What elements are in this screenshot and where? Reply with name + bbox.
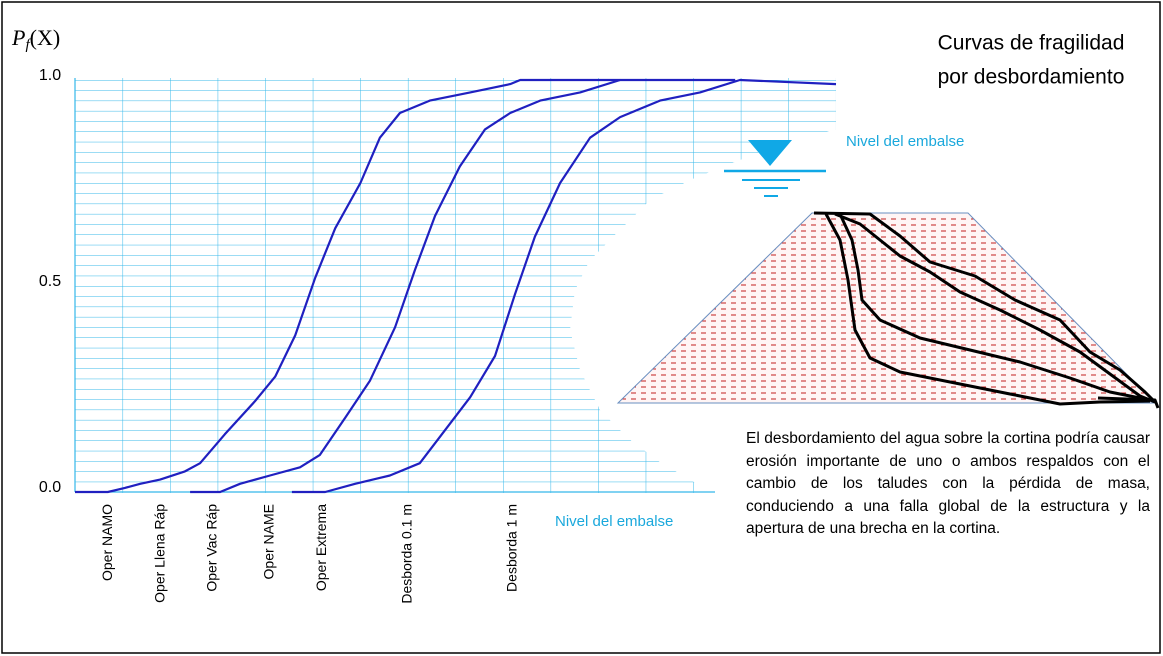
- fragility-curve: [75, 78, 621, 494]
- fragility-curve: [291, 78, 837, 494]
- x-tick-label: Oper Extrema: [313, 504, 329, 591]
- description: El desbordamiento del agua sobre la cort…: [746, 430, 1150, 537]
- dam: [616, 211, 1160, 409]
- fragility-curve: [190, 78, 736, 494]
- water-symbol: [724, 140, 826, 197]
- x-label: Nivel del embalse: [555, 513, 673, 530]
- title-line: por desbordamiento: [938, 66, 1125, 89]
- y-label: Pf(X): [11, 25, 60, 53]
- y-tick-label: 0.0: [39, 479, 61, 496]
- title-line: Curvas de fragilidad: [938, 32, 1125, 55]
- x-tick-label: Oper NAMO: [99, 504, 115, 581]
- water-level-label: Nivel del embalse: [846, 133, 964, 150]
- x-tick-label: Desborda 1 m: [503, 504, 519, 592]
- y-label-sub: f: [25, 37, 31, 53]
- y-label-base: P: [11, 25, 25, 50]
- y-label-rest: (X): [30, 25, 61, 50]
- y-tick-label: 0.5: [39, 273, 61, 290]
- x-tick-label: Oper NAME: [261, 504, 277, 579]
- x-tick-label: Desborda 0.1 m: [399, 504, 415, 604]
- x-tick-label: Oper Llena Ráp: [151, 504, 167, 603]
- x-tick-label: Oper Vac Ráp: [204, 504, 220, 592]
- y-tick-label: 1.0: [39, 67, 61, 84]
